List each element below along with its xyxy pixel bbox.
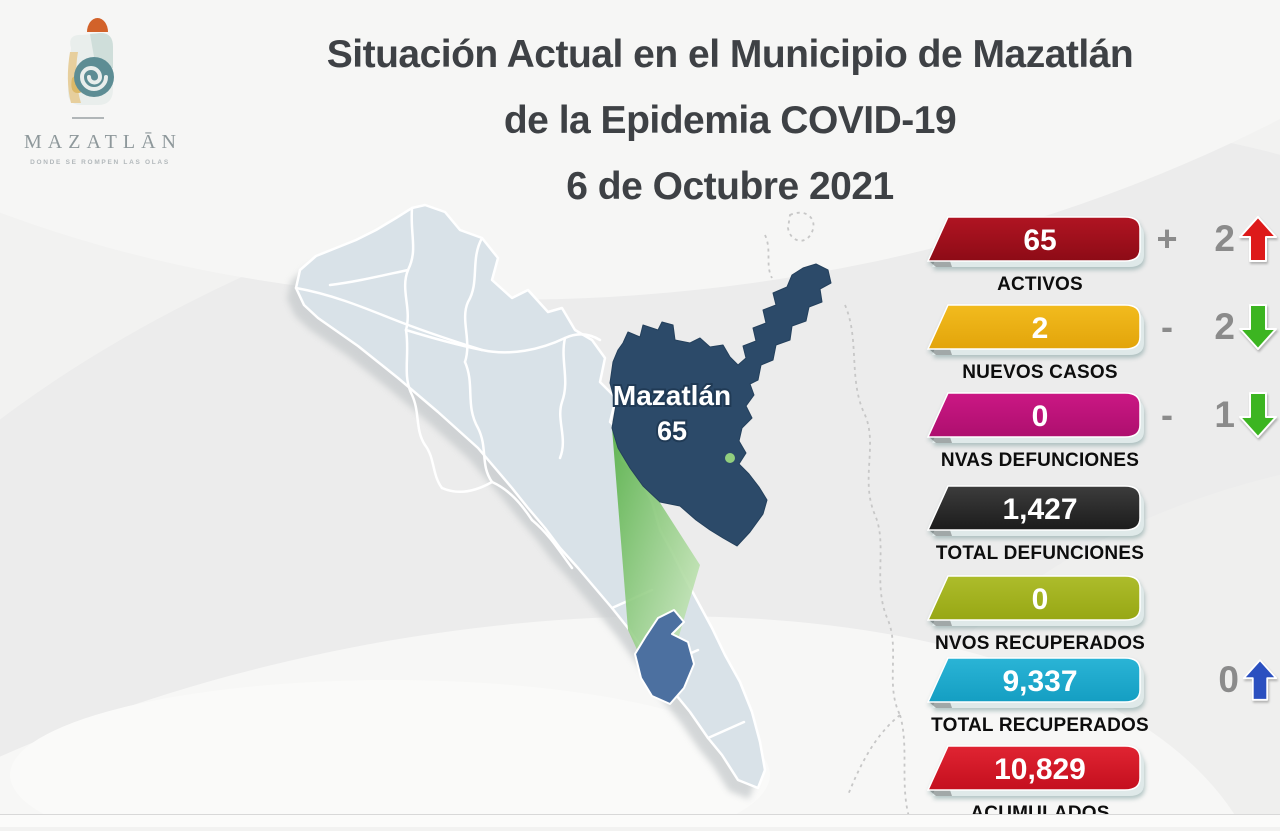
stat-value: 10,829 [994, 753, 1086, 786]
delta-sign: - [1161, 306, 1173, 347]
down-arrow-icon [1239, 392, 1277, 438]
stat-row-nvas-defunciones: 0 NVAS DEFUNCIONES [900, 392, 1180, 472]
delta-value: 0 [1218, 659, 1239, 700]
stat-badge: 0 [926, 392, 1144, 443]
stat-row-nuevos-casos: 2 NUEVOS CASOS [900, 304, 1180, 384]
delta-indicator-activos: + 2 [1154, 216, 1278, 262]
delta-sign: - [1161, 394, 1173, 435]
up-arrow-icon [1242, 659, 1278, 701]
logo-brand-text: MAZATLĀN [24, 131, 182, 153]
stat-badge: 65 [926, 216, 1144, 267]
delta-value: 2 [1214, 306, 1235, 347]
stat-label: NVAS DEFUNCIONES [940, 450, 1140, 471]
up-arrow-icon [1239, 216, 1277, 262]
stat-value: 0 [1032, 400, 1049, 433]
stat-badge: 10,829 [926, 745, 1144, 796]
stat-row-total-defunciones: 1,427 TOTAL DEFUNCIONES [900, 485, 1180, 565]
stat-value: 1,427 [1002, 493, 1077, 526]
stat-row-nvos-recuperados: 0 NVOS RECUPERADOS [900, 575, 1180, 655]
bottom-edge-strip [0, 814, 1280, 827]
stat-row-activos: 65 ACTIVOS [900, 216, 1180, 296]
logo-tagline-text: DONDE SE ROMPEN LAS OLAS [30, 159, 170, 166]
stat-label: TOTAL RECUPERADOS [931, 715, 1149, 736]
stat-badge: 9,337 [926, 657, 1144, 708]
stat-value: 65 [1023, 224, 1056, 257]
stat-label: TOTAL DEFUNCIONES [935, 543, 1145, 564]
sinaloa-map: Mazatlán 65 [260, 190, 960, 827]
stat-value: 0 [1032, 583, 1049, 616]
map-label-value: 65 [657, 416, 687, 446]
page-title: Situación Actual en el Municipio de Maza… [250, 22, 1210, 220]
delta-indicator-nvas-defunciones: - 1 [1154, 392, 1278, 438]
delta-value: 2 [1214, 218, 1235, 259]
stat-row-total-recuperados: 9,337 TOTAL RECUPERADOS [900, 657, 1180, 737]
mazatlan-logo: MAZATLĀN DONDE SE ROMPEN LAS OLAS [10, 10, 190, 180]
delta-indicator-nuevos-casos: - 2 [1154, 304, 1278, 350]
stat-row-acumulados: 10,829 ACUMULADOS [900, 745, 1180, 825]
title-line-2: de la Epidemia COVID-19 [503, 99, 957, 142]
map-label-name: Mazatlán [613, 380, 731, 411]
stat-label: ACTIVOS [997, 274, 1083, 295]
stat-badge: 2 [926, 304, 1144, 355]
title-line-1: Situación Actual en el Municipio de Maza… [326, 33, 1134, 76]
highlight-green-dot [725, 453, 735, 463]
delta-indicator-total-recuperados: 0 [1154, 657, 1278, 703]
delta-value: 1 [1214, 394, 1235, 435]
stat-value: 2 [1032, 312, 1049, 345]
title-line-3: 6 de Octubre 2021 [566, 165, 894, 208]
stat-badge: 1,427 [926, 485, 1144, 536]
delta-sign: + [1156, 218, 1178, 259]
down-arrow-icon [1239, 304, 1277, 350]
stat-badge: 0 [926, 575, 1144, 626]
mazatlan-shell-logo-icon [67, 18, 114, 119]
stat-value: 9,337 [1002, 665, 1077, 698]
stat-label: NUEVOS CASOS [962, 362, 1118, 383]
stat-label: NVOS RECUPERADOS [934, 633, 1146, 654]
